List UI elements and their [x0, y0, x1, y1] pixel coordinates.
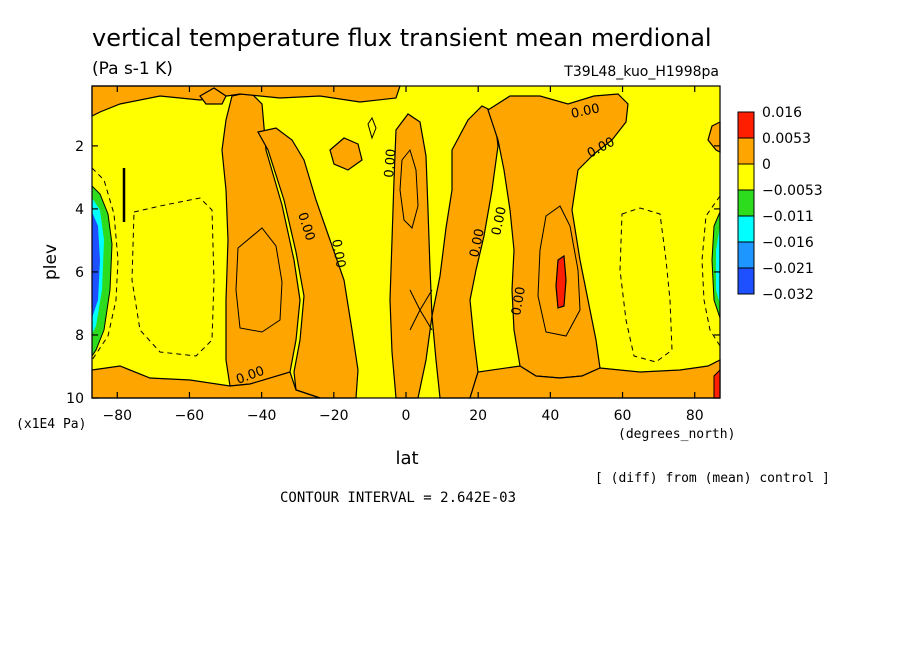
y-tick-label: 10 [66, 391, 84, 407]
x-tick-label: 0 [402, 408, 411, 424]
colorbar-label: 0 [762, 157, 771, 173]
contour-pos-50s-inner [235, 227, 283, 333]
contour-label: 0.00 [509, 286, 529, 317]
y-axis-units: (x1E4 Pa) [16, 417, 86, 432]
colorbar-label: −0.032 [762, 287, 814, 303]
x-tick-label: −60 [175, 408, 205, 424]
region-right-cyan [716, 226, 720, 304]
colorbar-swatch [737, 215, 755, 243]
contour-label: 0.00 [489, 205, 510, 236]
colorbar-label: −0.021 [762, 261, 814, 277]
colorbar-label: −0.011 [762, 209, 814, 225]
region-top-strip [91, 85, 401, 117]
contour-pos-eq-inner [399, 148, 419, 229]
y-axis: 2 4 6 8 10 [66, 139, 720, 407]
x-axis: −80 −60 −40 −20 0 20 40 60 80 [102, 86, 704, 424]
colorbar-label: 0.016 [762, 105, 802, 121]
x-tick-label: 80 [686, 408, 704, 424]
colorbar: 0.016 0.0053 0 −0.0053 −0.011 −0.016 −0.021 −0.… [737, 105, 823, 303]
contour-small-mid [367, 116, 377, 140]
x-tick-label: 20 [469, 408, 487, 424]
colorbar-swatch [737, 241, 755, 269]
x-tick-label: −20 [319, 408, 349, 424]
contour-label: 0.00 [382, 148, 399, 178]
x-tick-label: 40 [541, 408, 559, 424]
colorbar-label: 0.0053 [762, 131, 811, 147]
region-small-blob-2 [199, 87, 227, 105]
colorbar-swatch [737, 137, 755, 165]
contour-neg-right [701, 195, 721, 347]
region-max-43n [555, 254, 567, 309]
x-tick-label: 60 [614, 408, 632, 424]
colorbar-label: −0.0053 [762, 183, 823, 199]
contour-interval: CONTOUR INTERVAL = 2.642E-03 [280, 490, 516, 506]
y-tick-label: 8 [75, 328, 84, 344]
region-small-blob [329, 137, 363, 171]
contour-neg-60n [619, 207, 673, 363]
colorbar-swatch [737, 267, 755, 295]
x-tick-label: −80 [102, 408, 132, 424]
x-axis-units: (degrees_north) [618, 427, 735, 442]
x-tick-label: −40 [247, 408, 277, 424]
contour-pos-40n-inner [537, 205, 581, 337]
contour-neg-50s [131, 197, 215, 357]
y-tick-label: 2 [75, 139, 84, 155]
colorbar-swatch [737, 111, 755, 139]
chart-title: vertical temperature flux transient mean… [92, 24, 712, 52]
x-axis-label: lat [395, 448, 418, 469]
colorbar-swatch [737, 189, 755, 217]
diff-note: [ (diff) from (mean) control ] [595, 471, 830, 486]
colorbar-label: −0.016 [762, 235, 814, 251]
colorbar-swatch [737, 163, 755, 191]
contour-label: 0.00 [467, 227, 488, 258]
region-left-blue [92, 212, 100, 318]
region-band-40n [487, 93, 629, 379]
plot-area: 0.00 0.00 0.00 0.00 0.00 0.00 0.00 0.00 … [91, 85, 721, 399]
run-label: T39L48_kuo_H1998pa [563, 64, 719, 80]
y-axis-label: plev [41, 244, 61, 280]
contour-label: 0.00 [570, 101, 601, 122]
contour-label: 0.00 [328, 238, 348, 269]
contour-labels: 0.00 0.00 0.00 0.00 0.00 0.00 0.00 0.00 … [234, 101, 617, 388]
y-tick-label: 4 [75, 202, 84, 218]
contour-crossing-b [409, 289, 433, 331]
chart-units: (Pa s-1 K) [92, 59, 173, 79]
contour-neg-left [91, 167, 119, 361]
y-tick-label: 6 [75, 265, 84, 281]
